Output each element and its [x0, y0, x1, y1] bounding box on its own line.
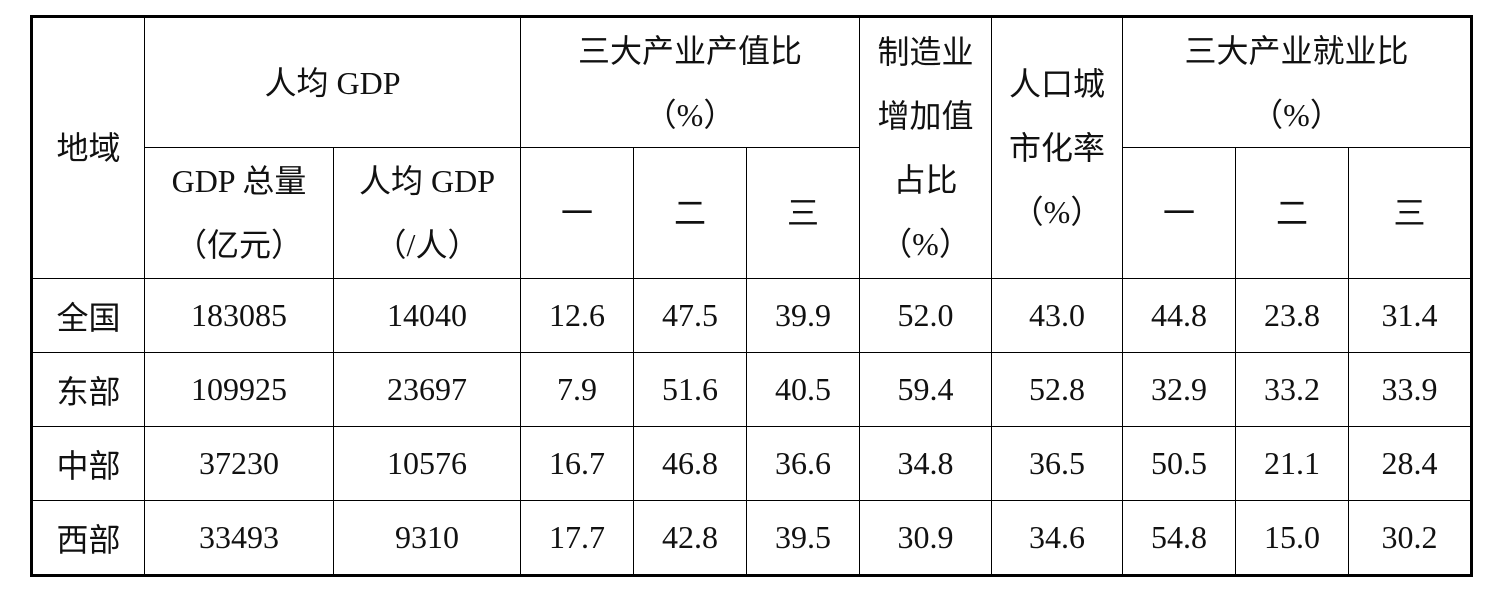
header-cell: 一: [520, 147, 634, 279]
value-cell: 17.7: [520, 500, 634, 576]
region-cell: 东部: [31, 352, 145, 427]
data-row: 东部 109925 23697 7.9 51.6 40.5 59.4 52.8 32.9 33.2…: [31, 352, 1472, 427]
table-body: 地域 人均 GDP 三大产业产值比 （%） 制造业 增加值 占比 （%） 人口城 市化率 （%） 三大…: [31, 16, 1472, 576]
value-cell: 33.9: [1348, 352, 1472, 427]
header-text: （%）: [1251, 96, 1342, 133]
value-cell: 30.2: [1348, 500, 1472, 576]
value-cell: 46.8: [633, 426, 747, 501]
value-cell: 183085: [144, 278, 334, 353]
value-cell: 33493: [144, 500, 334, 576]
value-cell: 36.6: [746, 426, 860, 501]
header-cell: 人口城市化率 （%）: [991, 16, 1123, 279]
header-cell: 地域: [31, 16, 145, 279]
value-cell: 36.5: [991, 426, 1123, 501]
header-text: 制造业: [877, 34, 974, 70]
value-cell: 28.4: [1348, 426, 1472, 501]
value-cell: 23.8: [1235, 278, 1349, 353]
header-cell: 三: [746, 147, 860, 279]
header-text: 人口城: [1008, 66, 1105, 102]
value-cell: 39.9: [746, 278, 860, 353]
header-cell: 三: [1348, 147, 1472, 279]
header-text: 三大产业就业比: [1184, 32, 1409, 69]
value-cell: 31.4: [1348, 278, 1472, 353]
header-cell: 一: [1122, 147, 1236, 279]
header-cell: 二: [633, 147, 747, 279]
header-text: （/人）: [374, 227, 480, 263]
value-cell: 51.6: [633, 352, 747, 427]
header-cell: 人均 GDP （/人）: [333, 147, 521, 279]
value-cell: 42.8: [633, 500, 747, 576]
value-cell: 23697: [333, 352, 521, 427]
header-cell: 人均 GDP: [144, 16, 521, 148]
value-cell: 32.9: [1122, 352, 1236, 427]
header-text: 二: [673, 195, 706, 231]
header-text: 人均 GDP: [358, 163, 496, 199]
header-text: （%）: [880, 226, 971, 262]
value-cell: 33.2: [1235, 352, 1349, 427]
header-row: GDP 总量 （亿元） 人均 GDP （/人） 一 二 三 一 二 三: [32, 147, 1472, 279]
header-text: （%）: [644, 96, 736, 133]
value-cell: 39.5: [746, 500, 860, 576]
value-cell: 10576: [333, 426, 521, 501]
header-cell: GDP 总量 （亿元）: [144, 147, 334, 279]
value-cell: 50.5: [1122, 426, 1236, 501]
region-cell: 西部: [31, 500, 145, 576]
header-text: 增加值: [877, 98, 974, 134]
value-cell: 30.9: [859, 500, 992, 576]
header-text: 占比: [893, 162, 958, 198]
data-row: 西部 33493 9310 17.7 42.8 39.5 30.9 34.6 54.8 15.0 3…: [31, 500, 1472, 576]
header-text: 一: [1162, 195, 1195, 231]
header-text: 二: [1275, 195, 1308, 231]
header-cell: 三大产业就业比 （%）: [1122, 16, 1472, 148]
header-row: 地域 人均 GDP 三大产业产值比 （%） 制造业 增加值 占比 （%） 人口城 市化率 （%） 三大…: [31, 16, 1472, 279]
data-row: 全国 183085 14040 12.6 47.5 39.9 52.0 43.0 44.8 23.…: [31, 278, 1472, 353]
header-text: 人均 GDP: [264, 64, 401, 101]
value-cell: 109925: [144, 352, 334, 427]
value-cell: 47.5: [633, 278, 747, 353]
header-text: 地域: [56, 130, 121, 166]
value-cell: 37230: [144, 426, 334, 501]
value-cell: 34.6: [991, 500, 1123, 576]
value-cell: 16.7: [520, 426, 634, 501]
value-cell: 12.6: [520, 278, 634, 353]
header-text: 三大产业产值比: [577, 32, 802, 69]
header-text: （亿元）: [174, 227, 303, 263]
region-cell: 中部: [31, 426, 145, 501]
header-cell: 制造业增加值占比 （%）: [859, 16, 992, 279]
data-row: 中部 37230 10576 16.7 46.8 36.6 34.8 36.5 50.5 21.1…: [31, 426, 1472, 501]
header-cell: 三大产业产值比 （%）: [520, 16, 860, 148]
header-text: （%）: [1011, 194, 1103, 230]
data-table: 地域 人均 GDP 三大产业产值比 （%） 制造业 增加值 占比 （%） 人口城 市化率 （%） 三大…: [30, 15, 1473, 577]
value-cell: 14040: [333, 278, 521, 353]
value-cell: 15.0: [1235, 500, 1349, 576]
value-cell: 34.8: [859, 426, 992, 501]
value-cell: 43.0: [991, 278, 1123, 353]
header-text: GDP 总量: [171, 163, 307, 199]
region-cell: 全国: [31, 278, 145, 353]
value-cell: 40.5: [746, 352, 860, 427]
header-text: 三: [786, 195, 819, 231]
value-cell: 9310: [333, 500, 521, 576]
header-cell: 二: [1235, 147, 1349, 279]
value-cell: 21.1: [1235, 426, 1349, 501]
value-cell: 59.4: [859, 352, 992, 427]
value-cell: 52.8: [991, 352, 1123, 427]
value-cell: 54.8: [1122, 500, 1236, 576]
value-cell: 52.0: [859, 278, 992, 353]
header-text: 市化率: [1008, 130, 1105, 166]
header-text: 一: [560, 195, 593, 231]
value-cell: 7.9: [520, 352, 634, 427]
header-text: 三: [1393, 195, 1426, 231]
value-cell: 44.8: [1122, 278, 1236, 353]
